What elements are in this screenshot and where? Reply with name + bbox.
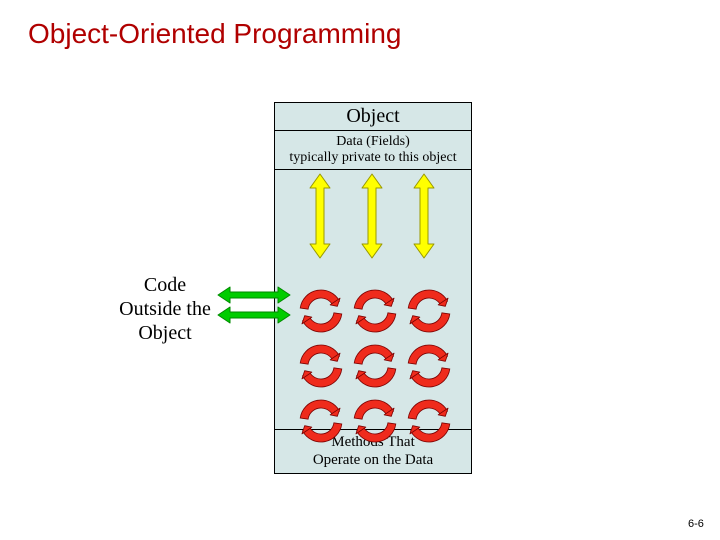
page-number: 6-6 [688,518,704,530]
diagram-svg [0,0,720,540]
